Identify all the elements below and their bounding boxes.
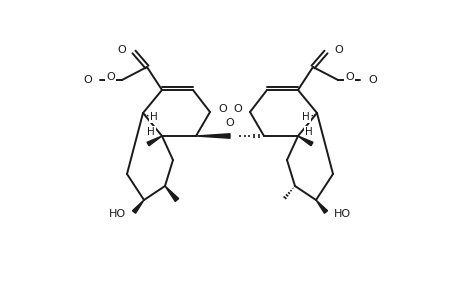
- Text: H: H: [150, 112, 157, 122]
- Polygon shape: [315, 200, 327, 213]
- Text: O: O: [344, 72, 353, 82]
- Polygon shape: [147, 136, 162, 146]
- Polygon shape: [165, 186, 178, 202]
- Polygon shape: [297, 136, 312, 146]
- Text: HO: HO: [109, 209, 126, 219]
- Text: HO: HO: [333, 209, 350, 219]
- Text: O: O: [117, 45, 126, 55]
- Text: H: H: [147, 127, 155, 137]
- Text: H: H: [304, 127, 312, 137]
- Text: O: O: [83, 75, 92, 85]
- Text: O: O: [218, 104, 226, 114]
- Text: O: O: [225, 118, 234, 128]
- Text: O: O: [233, 104, 241, 114]
- Text: O: O: [333, 45, 342, 55]
- Polygon shape: [196, 134, 230, 138]
- Text: H: H: [302, 112, 309, 122]
- Polygon shape: [132, 200, 144, 213]
- Text: O: O: [367, 75, 376, 85]
- Text: O: O: [106, 72, 115, 82]
